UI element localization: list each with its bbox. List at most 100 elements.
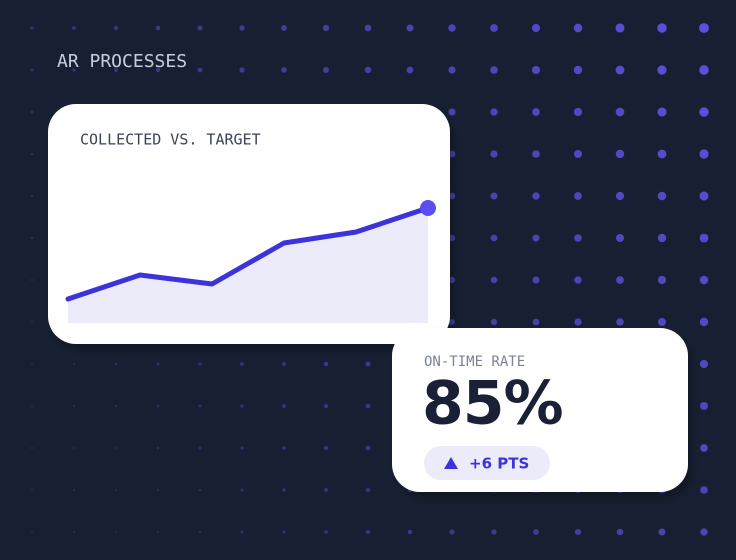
dot — [615, 65, 625, 75]
dot — [490, 66, 498, 74]
dot — [240, 530, 244, 534]
dot — [532, 150, 540, 158]
dot — [31, 531, 33, 533]
dot — [574, 192, 582, 200]
dot — [282, 488, 286, 492]
dot — [699, 191, 709, 201]
dot — [364, 24, 372, 32]
dot — [573, 149, 583, 159]
dot — [281, 25, 287, 31]
dot — [490, 150, 498, 158]
dot — [700, 444, 708, 452]
dot — [198, 530, 202, 534]
dot — [658, 318, 666, 326]
dot — [31, 321, 33, 323]
dot — [615, 191, 625, 201]
dot — [324, 530, 328, 534]
dot — [699, 65, 709, 75]
dot — [30, 68, 34, 72]
dot — [491, 529, 497, 535]
dot — [448, 150, 456, 158]
page-title: AR PROCESSES — [57, 51, 187, 72]
dot — [31, 447, 33, 449]
dot — [616, 318, 624, 326]
dot — [532, 192, 540, 200]
dot — [490, 276, 498, 284]
dot — [490, 24, 498, 32]
dot — [448, 108, 456, 116]
stat-label: ON-TIME RATE — [424, 354, 525, 370]
dot — [240, 362, 244, 366]
dot — [657, 191, 667, 201]
dot — [73, 531, 75, 533]
dot — [30, 110, 34, 114]
dot — [365, 361, 371, 367]
dot — [448, 192, 456, 200]
dot — [657, 65, 667, 75]
dot — [73, 489, 75, 491]
dot — [156, 362, 160, 366]
dot — [616, 276, 624, 284]
dot — [532, 108, 540, 116]
dot — [114, 68, 118, 72]
dot — [73, 447, 75, 449]
dot — [574, 528, 582, 536]
dot — [658, 528, 666, 536]
dot — [573, 107, 583, 117]
up-arrow — [444, 457, 458, 469]
dot — [616, 528, 624, 536]
dot — [533, 529, 539, 535]
dot — [700, 528, 708, 536]
dot — [114, 446, 118, 450]
dot — [615, 107, 625, 117]
dot — [699, 23, 709, 33]
dot — [72, 362, 76, 366]
dot — [657, 275, 667, 285]
dot — [532, 276, 540, 284]
dot — [532, 234, 540, 242]
dot — [574, 276, 582, 284]
dot — [700, 486, 708, 494]
dot — [365, 445, 371, 451]
dot — [282, 446, 286, 450]
dot — [30, 26, 34, 30]
dot — [616, 234, 624, 242]
dot — [115, 531, 117, 533]
dot — [240, 446, 244, 450]
dot — [657, 233, 667, 243]
dot — [197, 67, 203, 73]
dot — [240, 404, 244, 408]
dot — [448, 276, 456, 284]
dot — [448, 66, 456, 74]
line — [65, 205, 431, 302]
dot — [615, 149, 625, 159]
dot — [573, 65, 583, 75]
dot — [72, 26, 76, 30]
dot — [156, 404, 160, 408]
dot — [699, 275, 709, 285]
dot — [198, 362, 202, 366]
dot — [699, 149, 709, 159]
dot — [448, 234, 456, 242]
dot — [699, 233, 709, 243]
dot — [323, 361, 329, 367]
dot — [490, 234, 498, 242]
dot — [365, 487, 371, 493]
dot — [73, 405, 75, 407]
dot — [282, 530, 286, 534]
dot — [156, 488, 160, 492]
dot — [574, 318, 582, 326]
dot — [700, 402, 708, 410]
dot — [31, 489, 33, 491]
dot — [364, 66, 372, 74]
dot — [532, 318, 540, 326]
dot — [657, 107, 667, 117]
dot — [156, 446, 160, 450]
dot — [198, 488, 202, 492]
plot — [65, 200, 436, 323]
dot — [531, 65, 541, 75]
dot — [323, 67, 329, 73]
dot — [72, 68, 76, 72]
